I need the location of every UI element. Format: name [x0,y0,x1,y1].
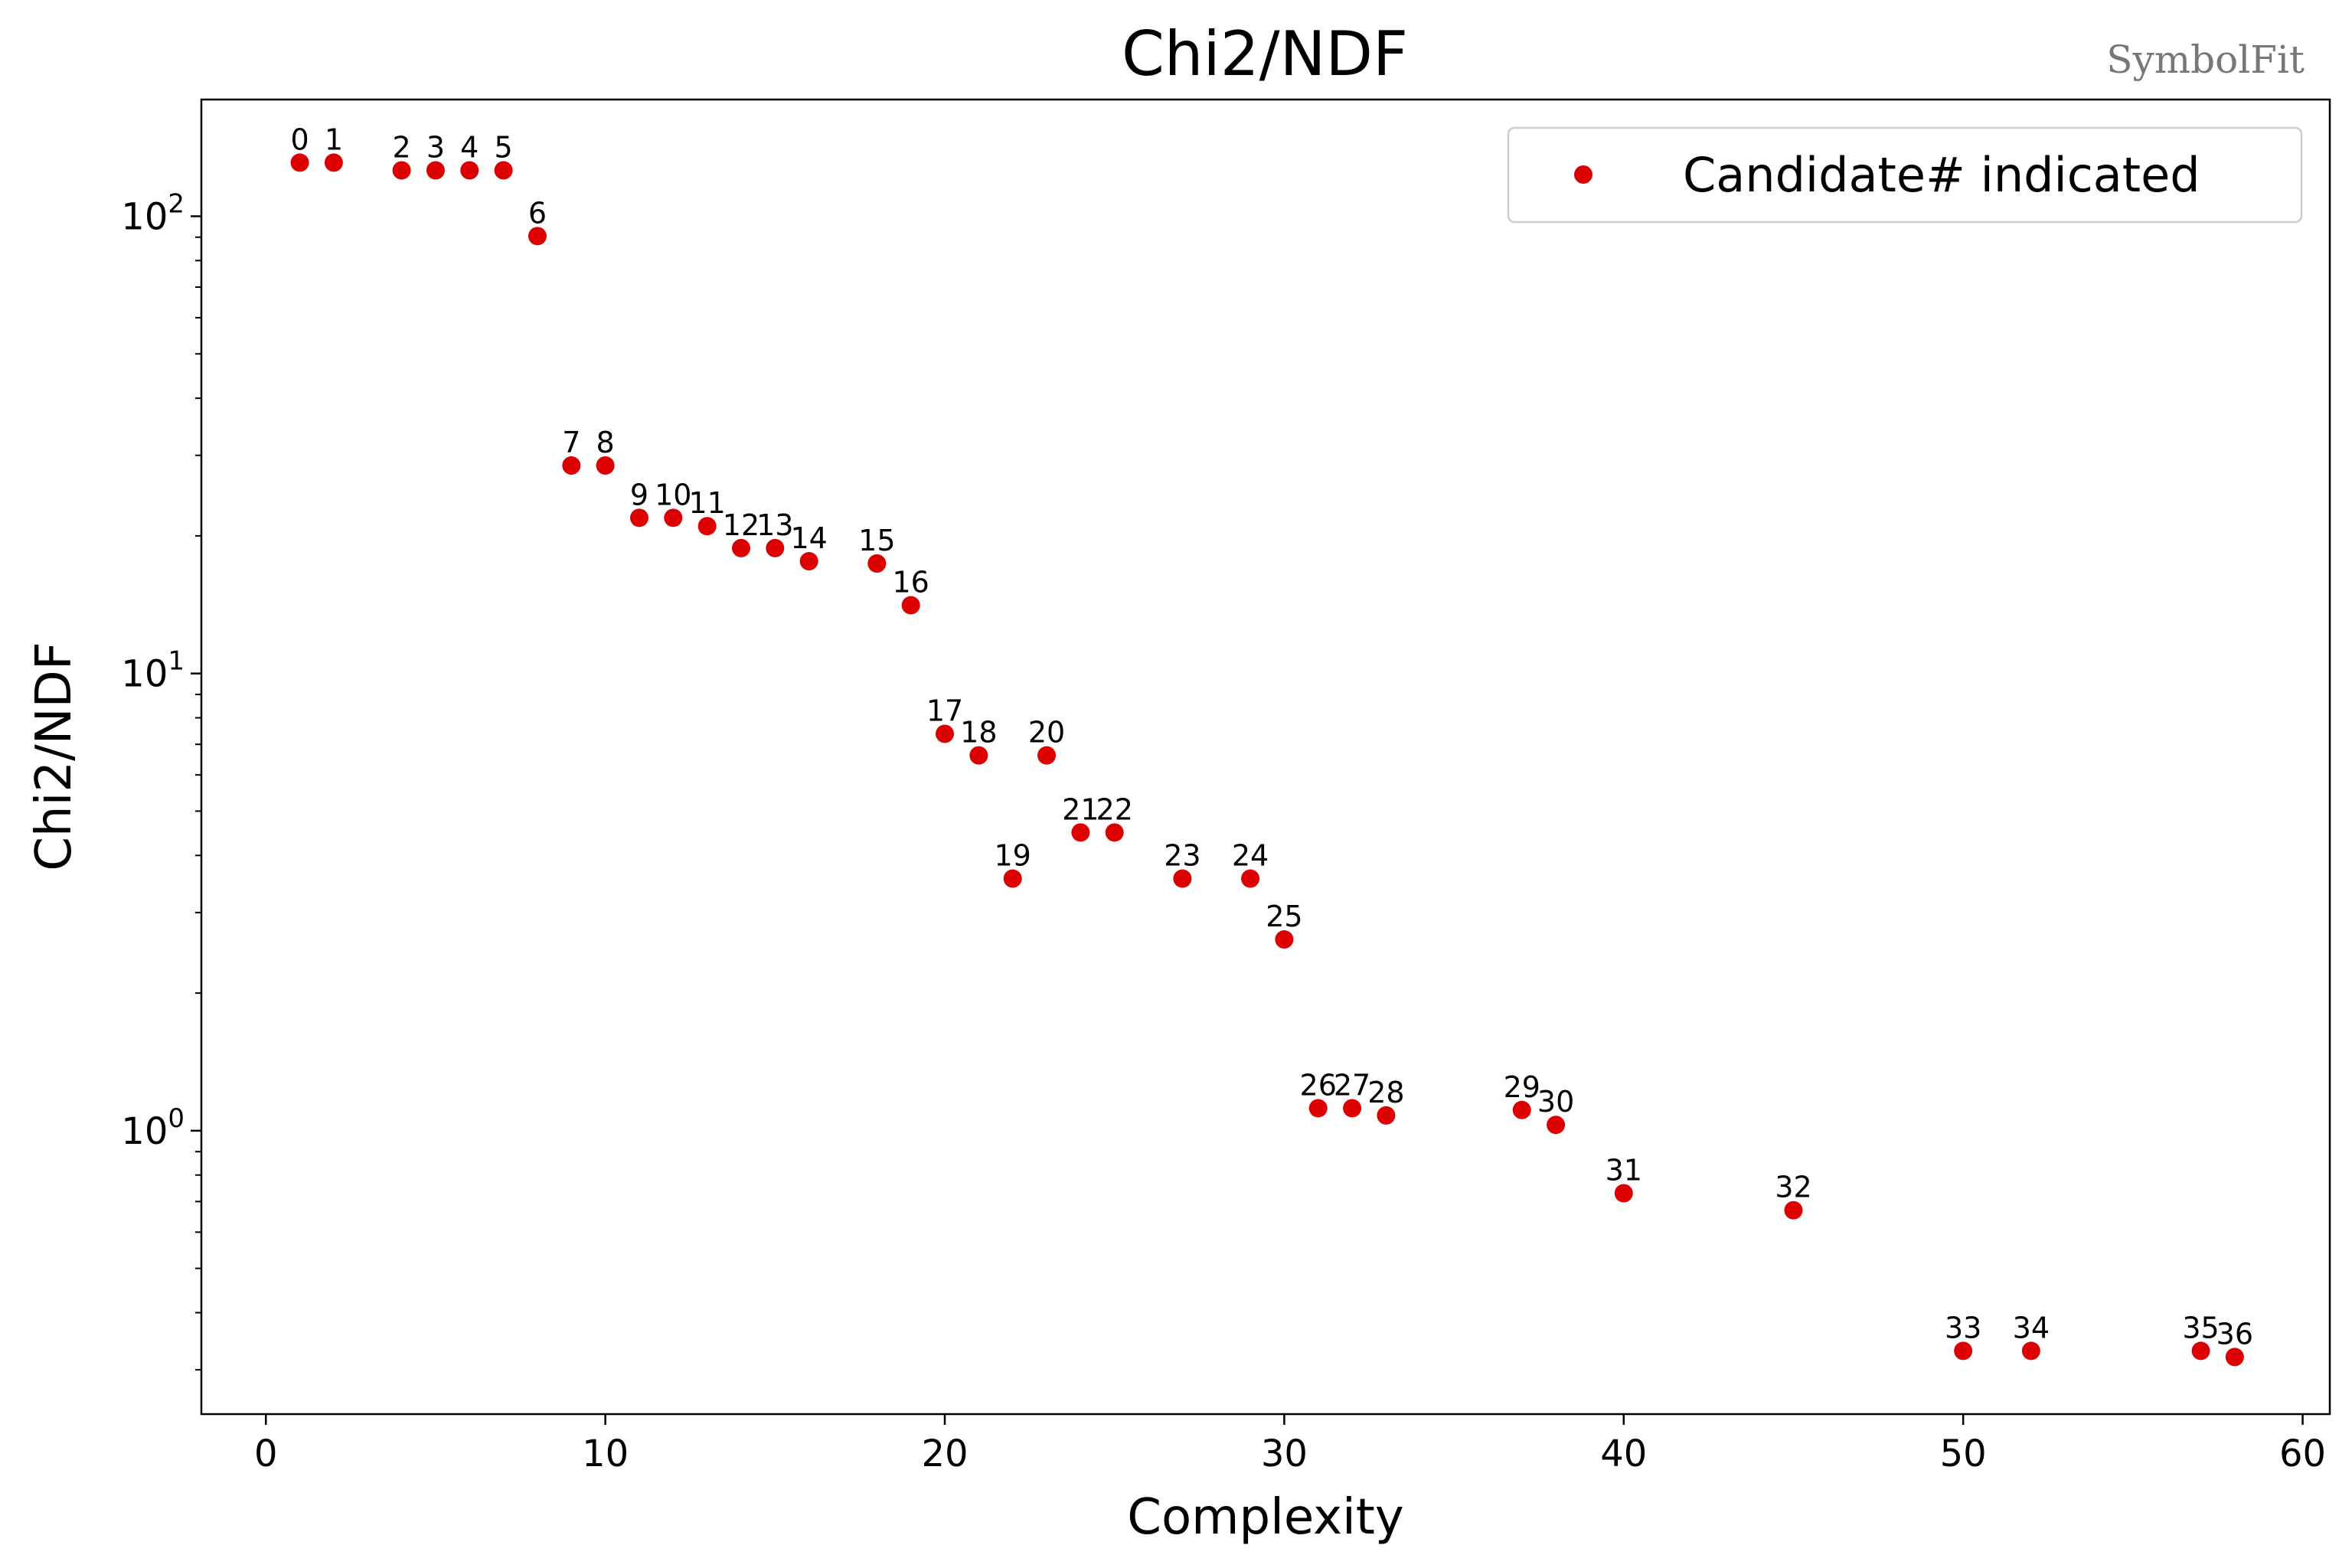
data-point [1071,823,1090,842]
x-tick-label: 60 [2279,1432,2326,1475]
point-label: 24 [1232,839,1269,873]
data-point [766,538,785,557]
point-label: 36 [2216,1317,2253,1351]
point-label: 14 [790,521,827,555]
data-point [596,456,615,475]
legend-marker [1574,165,1592,184]
data-point [1275,930,1294,949]
x-tick-label: 50 [1940,1432,1987,1475]
point-label: 2 [393,131,411,165]
point-label: 8 [596,426,615,459]
point-label: 21 [1062,792,1099,826]
data-point [494,161,513,180]
data-point [1512,1100,1531,1119]
data-point [1614,1184,1633,1203]
data-point [1241,869,1260,888]
point-label: 3 [426,131,445,165]
point-label: 30 [1537,1085,1574,1119]
point-label: 23 [1164,839,1200,873]
x-tick-label: 30 [1261,1432,1308,1475]
legend-label: Candidate# indicated [1683,147,2200,203]
x-tick-label: 40 [1600,1432,1647,1475]
point-label: 11 [688,486,725,520]
data-point [1003,869,1022,888]
watermark: SymbolFit [2106,38,2305,82]
data-point [392,161,411,180]
data-point [1037,746,1057,765]
data-points [290,153,2244,1367]
data-point [664,508,683,528]
point-label: 25 [1266,900,1302,933]
data-point [290,153,309,172]
y-tick-label: 101 [121,646,185,696]
point-label: 13 [756,508,793,542]
point-label: 17 [926,694,963,727]
legend-box [1507,126,2303,224]
y-tick-label: 100 [121,1103,185,1153]
point-label: 22 [1096,792,1133,826]
point-label: 10 [655,478,691,511]
x-tick-label: 10 [582,1432,629,1475]
point-label: 33 [1945,1311,1981,1344]
y-axis-label: Chi2/NDF [26,642,83,871]
x-tick-label: 0 [254,1432,278,1475]
point-label: 16 [892,566,929,599]
data-point [426,161,445,180]
data-point [2191,1341,2210,1361]
data-point [2021,1341,2040,1361]
data-point [1547,1116,1566,1135]
plot-area-frame [200,98,2331,1416]
data-point [799,552,818,571]
data-point [901,596,920,615]
point-label: 28 [1367,1076,1404,1109]
data-point [2225,1348,2244,1367]
legend: Candidate# indicated [1507,126,2303,224]
x-tick-label: 20 [921,1432,968,1475]
point-label: 19 [995,839,1031,873]
data-point [1784,1200,1803,1220]
point-label: 1 [325,122,343,156]
data-point [867,554,887,573]
point-label: 34 [2013,1311,2050,1344]
data-point [528,227,547,246]
point-label: 5 [495,131,513,165]
point-label: 31 [1606,1153,1642,1187]
point-label: 4 [460,131,479,165]
data-point [1105,823,1124,842]
x-axis-label: Complexity [1127,1489,1403,1546]
point-label: 35 [2182,1311,2219,1344]
data-point [629,508,648,528]
data-point [1377,1106,1396,1125]
point-label: 0 [290,122,309,156]
y-tick-label: 102 [121,188,185,238]
point-label: 9 [630,478,648,511]
data-point [936,724,955,743]
point-label: 27 [1334,1068,1370,1102]
data-point [460,161,479,180]
point-label: 6 [528,196,547,230]
data-point [1173,869,1192,888]
data-point [324,153,343,172]
data-point [1308,1099,1328,1118]
point-label: 29 [1504,1070,1540,1104]
axis-ticks: 0 10 20 30 40 50 60 100 101 102 [121,188,2326,1475]
point-label: 7 [562,426,580,459]
chart-title: Chi2/NDF [1122,18,1408,90]
data-point [562,456,581,475]
point-label: 26 [1300,1068,1337,1102]
data-point [969,746,988,765]
point-label: 12 [723,508,760,542]
point-label: 18 [960,716,997,750]
data-point [697,517,717,536]
data-point [1343,1099,1362,1118]
data-point [1954,1341,1973,1361]
point-label: 15 [858,524,895,557]
data-point [731,538,750,557]
point-label: 20 [1028,716,1065,750]
point-label: 32 [1775,1171,1811,1204]
